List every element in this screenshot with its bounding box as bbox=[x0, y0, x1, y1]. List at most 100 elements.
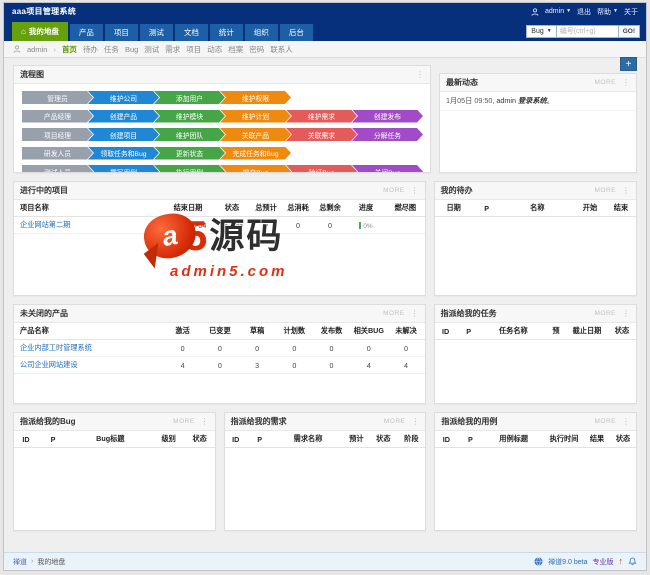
flow-row-product-manager: 产品经理 创建产品 维护模块 维护计划 维护需求 创建发布 bbox=[22, 110, 422, 123]
stories-table: ID P 需求名称 预计 状态 阶段 bbox=[224, 431, 426, 448]
tab-admin[interactable]: 后台 bbox=[279, 24, 313, 41]
search-input[interactable] bbox=[556, 25, 619, 38]
project-remaining: 0 bbox=[314, 216, 346, 234]
flow-step[interactable]: 测试人员 bbox=[22, 165, 93, 172]
tab-project[interactable]: 项目 bbox=[104, 24, 138, 41]
flow-step[interactable]: 关闭Bug bbox=[352, 165, 423, 172]
crumb-project[interactable]: 项目 bbox=[186, 44, 202, 54]
app-window: aaa项目管理系统 admin ▼ 退出 帮助 ▼ 关于 ⌂ 我的地盘 产品 项目 测… bbox=[3, 2, 647, 571]
panel-open-products: 未关闭的产品 MORE ⋮ 产品名称 激活 已变更 草稿 计划数 发布数 bbox=[13, 304, 426, 404]
more-link[interactable]: MORE bbox=[173, 418, 195, 425]
more-link[interactable]: MORE bbox=[594, 187, 616, 194]
tab-doc[interactable]: 文档 bbox=[174, 24, 208, 41]
more-link[interactable]: MORE bbox=[594, 418, 617, 425]
flow-step[interactable]: 产品经理 bbox=[22, 110, 93, 123]
flow-step[interactable]: 管理员 bbox=[22, 91, 93, 104]
product-link[interactable]: 企业内部工时管理系统 bbox=[20, 343, 92, 352]
kebab-menu-icon[interactable]: ⋮ bbox=[622, 186, 630, 195]
col-consumed: 总消耗 bbox=[282, 200, 314, 217]
flow-step[interactable]: 维护计划 bbox=[220, 110, 291, 123]
kebab-menu-icon[interactable]: ⋮ bbox=[410, 186, 419, 195]
crumb-todo[interactable]: 待办 bbox=[82, 44, 98, 54]
footer-edition-link[interactable]: 专业版 bbox=[592, 558, 614, 566]
flow-step[interactable]: 研发人员 bbox=[22, 147, 93, 160]
help-label: 帮助 bbox=[597, 8, 612, 16]
crumb-bug[interactable]: Bug bbox=[124, 44, 139, 54]
flow-step[interactable]: 验证Bug bbox=[286, 165, 357, 172]
flow-step[interactable]: 完成任务和Bug bbox=[220, 147, 291, 160]
flow-step[interactable]: 分解任务 bbox=[352, 128, 423, 141]
crumb-dynamic[interactable]: 动态 bbox=[207, 44, 223, 54]
more-link[interactable]: MORE bbox=[383, 310, 405, 317]
flow-step[interactable]: 维护模块 bbox=[154, 110, 225, 123]
table-row: 企业内部工时管理系统 0 0 0 0 0 0 0 bbox=[14, 339, 425, 357]
crumb-password[interactable]: 密码 bbox=[249, 44, 265, 54]
tab-organization[interactable]: 组织 bbox=[244, 24, 278, 41]
footer-version-link[interactable]: 禅道9.0 beta bbox=[548, 558, 588, 566]
search-type-select[interactable]: Bug ▼ bbox=[526, 25, 557, 38]
user-name: admin bbox=[545, 8, 565, 15]
cell-value: 0 bbox=[312, 339, 351, 357]
kebab-menu-icon[interactable]: ⋮ bbox=[416, 70, 424, 79]
scroll-top-icon[interactable]: ↑ bbox=[618, 556, 624, 566]
flow-step[interactable]: 维护权限 bbox=[220, 91, 291, 104]
user-dropdown[interactable]: admin ▼ bbox=[545, 8, 571, 15]
crumb-test[interactable]: 测试 bbox=[144, 44, 160, 54]
flow-step[interactable]: 创建产品 bbox=[88, 110, 159, 123]
col-begin: 开始 bbox=[574, 200, 606, 217]
cases-table: ID P 用例标题 执行时间 结果 状态 bbox=[435, 431, 637, 448]
flow-step[interactable]: 项目经理 bbox=[22, 128, 93, 141]
search-go-button[interactable]: GO! bbox=[618, 25, 640, 38]
news-action[interactable]: 登录系统 bbox=[517, 96, 547, 105]
flow-step[interactable]: 维护公司 bbox=[88, 91, 159, 104]
flow-step[interactable]: 更新状态 bbox=[154, 147, 225, 160]
flow-step[interactable]: 创建发布 bbox=[352, 110, 423, 123]
tasks-table: ID P 任务名称 预 截止日期 状态 bbox=[434, 323, 636, 340]
flow-step[interactable]: 关联需求 bbox=[286, 128, 357, 141]
more-link[interactable]: MORE bbox=[594, 310, 616, 317]
tab-my-dashboard[interactable]: ⌂ 我的地盘 bbox=[12, 22, 68, 41]
crumb-home[interactable]: 首页 bbox=[61, 44, 77, 54]
flow-step[interactable]: 维护需求 bbox=[286, 110, 357, 123]
crumb-contacts[interactable]: 联系人 bbox=[270, 44, 293, 54]
tab-product[interactable]: 产品 bbox=[69, 24, 103, 41]
footer-brand-link[interactable]: 禅道 bbox=[13, 558, 27, 566]
help-dropdown[interactable]: 帮助 ▼ bbox=[597, 7, 618, 17]
col-status: 状态 bbox=[184, 431, 215, 448]
logout-link[interactable]: 退出 bbox=[577, 8, 592, 16]
tab-test[interactable]: 测试 bbox=[139, 24, 173, 41]
crumb-story[interactable]: 需求 bbox=[165, 44, 181, 54]
todos-table: 日期 P 名称 开始 结束 bbox=[434, 200, 636, 217]
flow-step[interactable]: 领取任务和Bug bbox=[88, 147, 159, 160]
crumb-task[interactable]: 任务 bbox=[103, 44, 119, 54]
about-link[interactable]: 关于 bbox=[624, 8, 638, 16]
kebab-menu-icon[interactable]: ⋮ bbox=[411, 417, 420, 426]
add-button[interactable]: + bbox=[620, 57, 637, 71]
kebab-menu-icon[interactable]: ⋮ bbox=[200, 417, 209, 426]
more-link[interactable]: MORE bbox=[383, 418, 406, 425]
col-bug-title: Bug标题 bbox=[68, 431, 153, 448]
flow-step[interactable]: 创建项目 bbox=[88, 128, 159, 141]
kebab-menu-icon[interactable]: ⋮ bbox=[410, 309, 419, 318]
product-link[interactable]: 公司企业网站建设 bbox=[20, 360, 78, 369]
globe-icon[interactable] bbox=[534, 557, 543, 566]
crumb-doc[interactable]: 档案 bbox=[228, 44, 244, 54]
flow-step[interactable]: 提交Bug bbox=[220, 165, 291, 172]
more-link[interactable]: MORE bbox=[594, 79, 616, 86]
project-link[interactable]: 企业网站第二期 bbox=[20, 220, 71, 229]
bell-icon[interactable] bbox=[628, 557, 637, 566]
project-burndown bbox=[386, 216, 425, 234]
breadcrumb-user[interactable]: admin bbox=[27, 44, 48, 54]
more-link[interactable]: MORE bbox=[383, 187, 405, 194]
col-bugs: 相关BUG bbox=[350, 323, 388, 340]
kebab-menu-icon[interactable]: ⋮ bbox=[622, 417, 631, 426]
flow-row-tester: 测试人员 撰写用例 执行用例 提交Bug 验证Bug 关闭Bug bbox=[22, 165, 422, 172]
flow-step[interactable]: 维护团队 bbox=[154, 128, 225, 141]
kebab-menu-icon[interactable]: ⋮ bbox=[622, 309, 630, 318]
tab-report[interactable]: 统计 bbox=[209, 24, 243, 41]
kebab-menu-icon[interactable]: ⋮ bbox=[622, 78, 630, 87]
flow-step[interactable]: 添加用户 bbox=[154, 91, 225, 104]
flow-step[interactable]: 执行用例 bbox=[154, 165, 225, 172]
flow-step[interactable]: 关联产品 bbox=[220, 128, 291, 141]
flow-step[interactable]: 撰写用例 bbox=[88, 165, 159, 172]
